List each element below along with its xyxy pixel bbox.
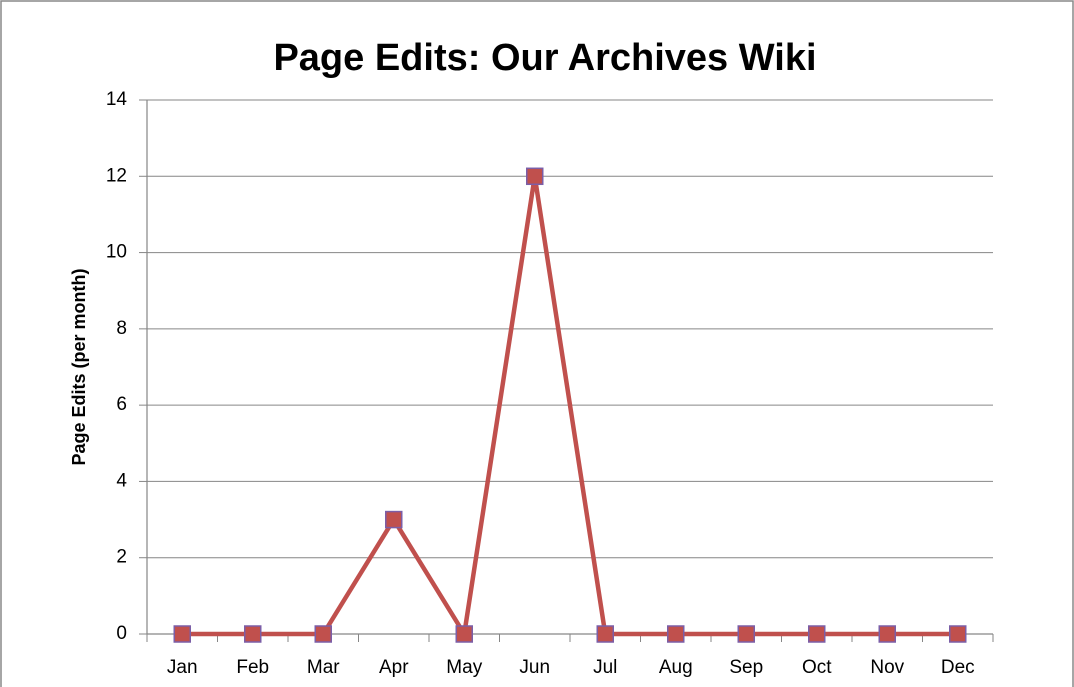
x-tick-label: Jun xyxy=(519,657,550,678)
marker xyxy=(737,625,755,643)
y-tick-label: 14 xyxy=(106,89,128,110)
y-tick-label: 6 xyxy=(116,394,127,415)
x-tick-label: Feb xyxy=(236,657,269,678)
x-tick-label: Nov xyxy=(870,657,904,678)
y-tick-label: 2 xyxy=(116,547,127,568)
marker xyxy=(878,625,896,643)
x-tick-label: Jan xyxy=(167,657,198,678)
y-tick-label: 4 xyxy=(116,470,127,491)
marker xyxy=(455,625,473,643)
marker xyxy=(808,625,826,643)
chart-title: Page Edits: Our Archives Wiki xyxy=(273,37,816,79)
x-tick-label: Oct xyxy=(802,657,832,678)
marker xyxy=(244,625,262,643)
x-tick-label: May xyxy=(446,657,482,678)
y-axis-label: Page Edits (per month) xyxy=(69,268,89,465)
y-tick-label: 12 xyxy=(106,165,127,186)
marker xyxy=(596,625,614,643)
x-tick-label: Sep xyxy=(729,657,763,678)
x-tick-label: Mar xyxy=(307,657,340,678)
y-tick-label: 8 xyxy=(116,318,127,339)
line xyxy=(182,174,958,637)
marker xyxy=(385,510,403,529)
marker xyxy=(949,625,967,643)
x-tick-label: Dec xyxy=(941,657,975,678)
marker xyxy=(667,625,685,643)
y-tick-label: 0 xyxy=(116,623,127,644)
x-tick-label: Apr xyxy=(379,657,409,678)
y-tick-label: 10 xyxy=(106,242,127,263)
marker xyxy=(173,625,191,643)
marker xyxy=(314,625,332,643)
marker xyxy=(526,167,544,186)
x-tick-label: Aug xyxy=(659,657,693,678)
x-tick-label: Jul xyxy=(593,657,617,678)
